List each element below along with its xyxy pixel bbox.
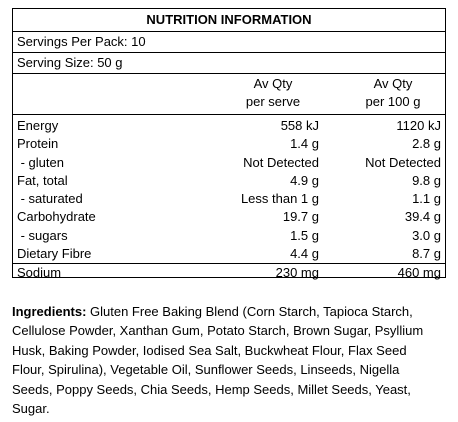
per-serve-value: 4.9 g [290,172,319,188]
nutrient-rows: Energy 558 kJ 1120 kJ Protein 1.4 g 2.8 … [13,115,445,283]
nutrient-label: Carbohydrate [17,209,96,225]
per-100g-value: 3.0 g [412,227,441,243]
table-row: - gluten Not Detected Not Detected [13,154,445,172]
per-100g-header-line1: Av Qty [373,76,413,91]
per-100g-value: Not Detected [365,154,441,170]
table-row: Sodium 230 mg 460 mg [13,264,445,282]
nutrient-label: Sodium [17,265,62,281]
per-serve-value: Less than 1 g [240,191,319,207]
nutrient-label: - saturated [17,191,83,207]
per-100g-header-line2: per 100 g [365,94,421,109]
panel-title: NUTRITION INFORMATION [13,9,445,32]
per-100g-value: 460 mg [397,265,441,281]
table-row: Protein 1.4 g 2.8 g [13,135,445,153]
table-row: Carbohydrate 19.7 g 39.4 g [13,208,445,226]
per-serve-header-line2: per serve [245,94,301,109]
servings-per-pack: Servings Per Pack: 10 [13,32,445,53]
per-100g-value: 1.1 g [412,191,441,207]
per-100g-value: 9.8 g [412,172,441,188]
table-row: Energy 558 kJ 1120 kJ [13,117,445,135]
ingredients-label: Ingredients: [12,304,87,319]
per-serve-value: 19.7 g [282,209,319,225]
nutrient-label: - gluten [17,154,64,170]
per-serve-value: 1.5 g [290,227,319,243]
per-100g-value: 2.8 g [412,136,441,152]
table-row: Fat, total 4.9 g 9.8 g [13,172,445,190]
per-serve-value: 230 mg [275,265,319,281]
per-serve-value: Not Detected [243,154,319,170]
per-serve-header: Av Qty per serve [223,75,323,111]
nutrient-label: Protein [17,136,59,152]
nutrient-label: Fat, total [17,172,68,188]
ingredients-text: Gluten Free Baking Blend (Corn Starch, T… [12,304,424,417]
column-header: Av Qty per serve Av Qty per 100 g [13,74,445,115]
per-100g-header: Av Qty per 100 g [343,75,443,111]
per-serve-value: 558 kJ [280,118,319,133]
table-row: - sugars 1.5 g 3.0 g [13,227,445,245]
nutrient-label: - sugars [17,227,68,243]
table-row: - saturated Less than 1 g 1.1 g [13,190,445,208]
serving-size: Serving Size: 50 g [13,53,445,74]
ingredients-paragraph: Ingredients: Gluten Free Baking Blend (C… [12,302,442,418]
per-serve-value: 4.4 g [290,246,319,262]
per-serve-value: 1.4 g [290,136,319,152]
per-serve-header-line1: Av Qty [253,76,293,91]
table-row: Dietary Fibre 4.4 g 8.7 g [13,245,445,265]
nutrition-panel: NUTRITION INFORMATION Servings Per Pack:… [12,8,446,280]
nutrient-label: Dietary Fibre [17,246,92,262]
nutrient-label: Energy [17,118,59,133]
per-100g-value: 1120 kJ [396,118,441,133]
per-100g-value: 39.4 g [404,209,441,225]
per-100g-value: 8.7 g [412,246,441,262]
